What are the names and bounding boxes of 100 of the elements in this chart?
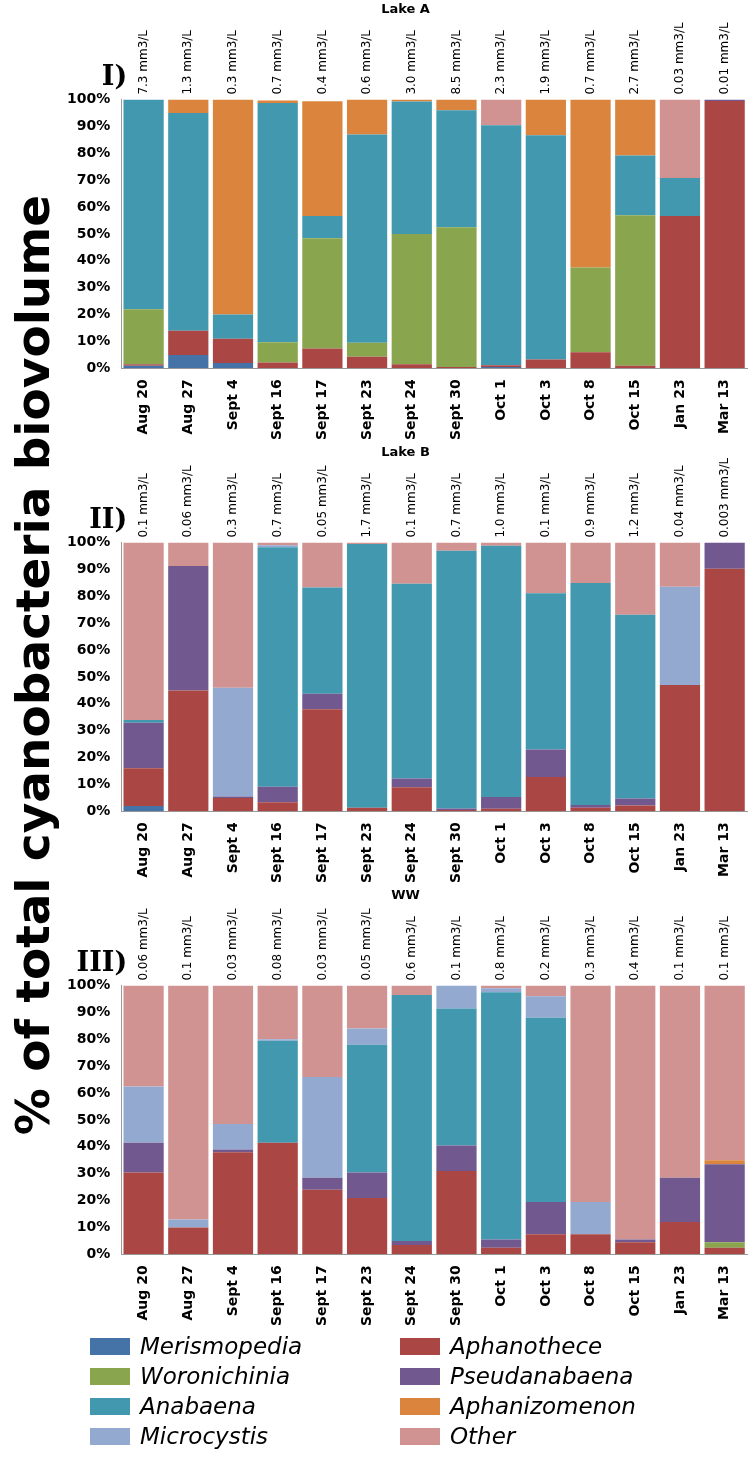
y-tick-label: 20% (76, 748, 111, 765)
total-label: 1.2 mm3/L (627, 472, 642, 538)
total-label: 0.1 mm3/L (448, 915, 463, 981)
y-tick-label: 70% (76, 1056, 111, 1073)
total-label: 1.0 mm3/L (493, 472, 508, 538)
total-label: 3.0 mm3/L (403, 29, 418, 95)
total-label: 0.1 mm3/L (135, 472, 150, 538)
y-tick-label: 30% (76, 278, 111, 295)
x-tick-label: Sept 4 (223, 822, 240, 874)
x-tick-label: Sept 4 (223, 1265, 240, 1317)
y-tick-label: 10% (76, 775, 111, 792)
x-tick-label: Oct 15 (625, 379, 642, 431)
total-label: 0.05 mm3/L (314, 465, 329, 538)
y-tick-label: 100% (66, 976, 111, 993)
x-tick-label: Aug 27 (178, 1265, 195, 1321)
x-tick-label: Aug 20 (134, 822, 151, 878)
legend-label: Anabaena (140, 1393, 256, 1419)
y-tick-label: 10% (76, 332, 111, 349)
y-tick-label: 90% (76, 117, 111, 134)
x-tick-label: Jan 23 (670, 379, 687, 430)
x-tick-label: Sept 17 (313, 1265, 330, 1327)
x-tick-label: Sept 24 (402, 822, 419, 884)
x-tick-label: Sept 30 (447, 1265, 464, 1327)
total-label: 7.3 mm3/L (135, 29, 150, 95)
y-tick-label: 40% (76, 251, 111, 268)
y-tick-label: 70% (76, 613, 111, 630)
legend-label: Pseudanabaena (450, 1363, 634, 1389)
total-label: 0.08 mm3/L (269, 908, 284, 981)
legend-label: Aphanothece (450, 1333, 603, 1359)
x-tick-label: Sept 17 (313, 822, 330, 884)
x-tick-label: Jan 23 (670, 1265, 687, 1316)
text: I) (101, 60, 128, 92)
y-tick-label: 20% (76, 305, 111, 322)
legend-label: Merismopedia (140, 1333, 303, 1359)
x-tick-label: Aug 27 (178, 379, 195, 435)
y-tick-label: 20% (76, 1191, 111, 1208)
y-tick-label: 10% (76, 1218, 111, 1235)
chart-title: Lake B (381, 444, 430, 460)
y-tick-label: 40% (76, 694, 111, 711)
total-label: 0.7 mm3/L (448, 472, 463, 538)
y-tick-label: 40% (76, 1137, 111, 1154)
x-tick-label: Sept 23 (357, 822, 374, 884)
text: II) (89, 503, 128, 535)
total-label: 8.5 mm3/L (448, 29, 463, 95)
y-tick-label: 90% (76, 1003, 111, 1020)
x-tick-label: Oct 3 (536, 822, 553, 864)
y-axis-title: % of total cyanobacteria biovolume (4, 194, 60, 1135)
total-label: 0.1 mm3/L (403, 472, 418, 538)
x-tick-label: Sept 30 (447, 822, 464, 884)
x-tick-label: Sept 16 (268, 822, 285, 884)
total-label: 0.1 mm3/L (716, 915, 731, 981)
x-tick-label: Aug 20 (134, 1265, 151, 1321)
total-label: 1.9 mm3/L (537, 29, 552, 95)
x-tick-label: Oct 8 (581, 822, 598, 864)
x-tick-label: Sept 4 (223, 379, 240, 431)
total-label: 1.3 mm3/L (180, 29, 195, 95)
legend-label: Microcystis (140, 1423, 269, 1449)
x-tick-label: Sept 23 (357, 1265, 374, 1327)
x-tick-label: Oct 3 (536, 379, 553, 421)
x-tick-label: Sept 16 (268, 379, 285, 441)
total-label: 0.1 mm3/L (672, 915, 687, 981)
x-tick-label: Sept 24 (402, 379, 419, 441)
y-tick-label: 60% (76, 640, 111, 657)
y-tick-label: 100% (66, 533, 111, 550)
total-label: 0.6 mm3/L (403, 915, 418, 981)
legend-label: Aphanizomenon (450, 1393, 636, 1419)
x-tick-label: Oct 3 (536, 1265, 553, 1307)
y-tick-label: 0% (86, 1244, 111, 1261)
total-label: 0.3 mm3/L (225, 472, 240, 538)
total-label: 1.7 mm3/L (359, 472, 374, 538)
text: III) (76, 946, 128, 978)
x-tick-label: Aug 27 (178, 822, 195, 878)
y-tick-label: 0% (86, 358, 111, 375)
x-tick-label: Oct 1 (491, 379, 508, 421)
chart-title: Lake A (381, 1, 430, 17)
x-tick-label: Sept 30 (447, 379, 464, 441)
y-tick-label: 50% (76, 224, 111, 241)
total-label: 0.4 mm3/L (627, 915, 642, 981)
x-tick-label: Oct 8 (581, 1265, 598, 1307)
total-label: 0.3 mm3/L (582, 915, 597, 981)
total-label: 0.1 mm3/L (537, 472, 552, 538)
total-label: 0.7 mm3/L (582, 29, 597, 95)
total-label: 0.9 mm3/L (582, 472, 597, 538)
total-label: 0.03 mm3/L (314, 908, 329, 981)
x-tick-label: Sept 24 (402, 1265, 419, 1327)
total-label: 0.7 mm3/L (269, 29, 284, 95)
chart-title: WW (391, 887, 420, 903)
y-tick-label: 70% (76, 170, 111, 187)
total-label: 0.03 mm3/L (225, 908, 240, 981)
x-tick-label: Mar 13 (715, 822, 732, 877)
y-tick-label: 100% (66, 90, 111, 107)
total-label: 0.06 mm3/L (135, 908, 150, 981)
x-tick-label: Aug 20 (134, 379, 151, 435)
y-tick-label: 30% (76, 721, 111, 738)
x-tick-label: Mar 13 (715, 379, 732, 434)
y-tick-label: 90% (76, 560, 111, 577)
y-tick-label: 50% (76, 667, 111, 684)
total-label: 2.3 mm3/L (493, 29, 508, 95)
total-label: 0.3 mm3/L (225, 29, 240, 95)
total-label: 0.2 mm3/L (537, 915, 552, 981)
